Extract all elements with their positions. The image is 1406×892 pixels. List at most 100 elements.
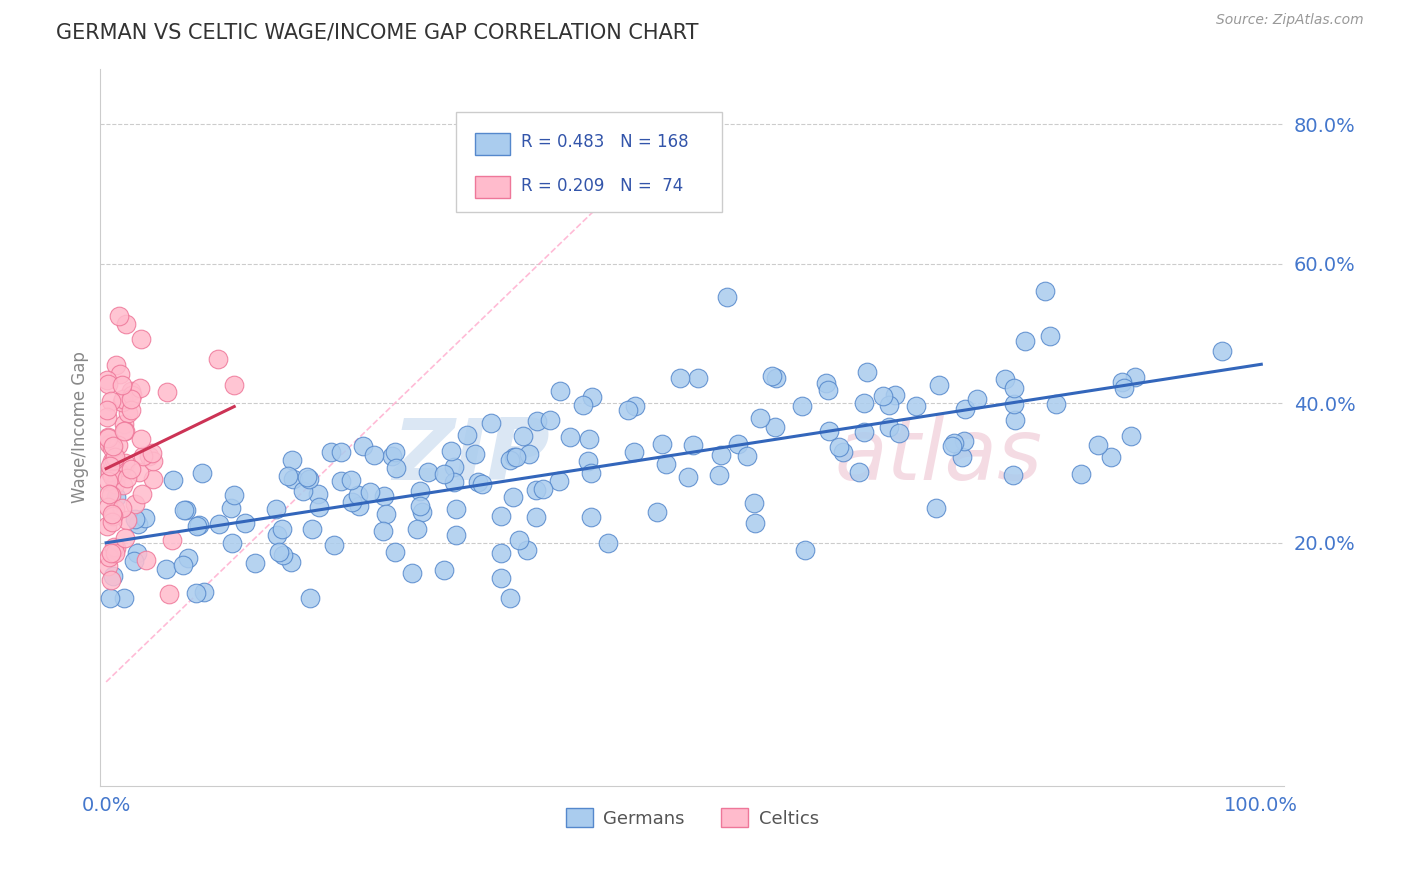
Point — [100, 454, 122, 468]
Point — [471, 476, 494, 491]
Point — [363, 448, 385, 462]
Point — [1099, 450, 1122, 464]
Point — [114, 424, 136, 438]
Point — [524, 510, 547, 524]
Point — [120, 392, 142, 406]
Point — [742, 496, 765, 510]
Point — [141, 446, 163, 460]
Point — [98, 458, 121, 473]
Point — [135, 553, 157, 567]
Point — [1045, 397, 1067, 411]
Point — [373, 524, 395, 539]
Point — [100, 546, 122, 560]
Point — [117, 471, 139, 485]
Point — [1033, 285, 1056, 299]
Point — [384, 444, 406, 458]
Point — [1087, 437, 1109, 451]
Point — [115, 513, 138, 527]
Point — [173, 502, 195, 516]
Text: GERMAN VS CELTIC WAGE/INCOME GAP CORRELATION CHART: GERMAN VS CELTIC WAGE/INCOME GAP CORRELA… — [56, 22, 699, 42]
Point — [108, 310, 131, 324]
Point — [411, 505, 433, 519]
Point — [505, 450, 527, 465]
Point — [111, 394, 134, 409]
Point — [508, 533, 530, 548]
Point — [950, 450, 973, 464]
Point — [111, 478, 134, 492]
Point — [281, 473, 304, 487]
Point — [432, 467, 454, 482]
Point — [120, 402, 142, 417]
Point — [409, 499, 432, 513]
Point — [114, 532, 136, 546]
Point — [108, 465, 131, 479]
Point — [129, 432, 152, 446]
Point — [668, 371, 690, 385]
Point — [955, 402, 977, 417]
Text: atlas: atlas — [834, 415, 1042, 498]
Point — [103, 439, 125, 453]
Point — [456, 427, 478, 442]
Point — [120, 461, 142, 475]
Point — [273, 549, 295, 563]
Point — [298, 473, 321, 487]
Point — [443, 475, 465, 489]
Point — [329, 474, 352, 488]
Point — [269, 545, 291, 559]
Point — [97, 549, 120, 564]
Point — [443, 460, 465, 475]
Point — [735, 449, 758, 463]
Point — [489, 571, 512, 585]
Point — [384, 545, 406, 559]
Point — [884, 388, 907, 402]
Point — [104, 501, 127, 516]
Point — [444, 501, 467, 516]
Point — [716, 290, 738, 304]
Point — [576, 453, 599, 467]
Point — [104, 450, 127, 465]
Point — [526, 414, 548, 428]
Point — [682, 437, 704, 451]
Point — [107, 437, 129, 451]
Point — [157, 587, 180, 601]
Point — [433, 563, 456, 577]
Point — [828, 440, 851, 454]
Point — [101, 515, 124, 529]
Point — [142, 454, 165, 468]
Point — [1070, 467, 1092, 481]
Point — [115, 317, 138, 331]
Point — [624, 399, 647, 413]
Point — [467, 475, 489, 490]
Point — [292, 483, 315, 498]
Point — [342, 495, 364, 509]
Point — [100, 488, 122, 502]
Point — [953, 434, 976, 449]
Point — [125, 545, 148, 559]
Point — [489, 546, 512, 560]
Point — [581, 390, 603, 404]
Point — [121, 388, 143, 402]
Point — [877, 399, 900, 413]
Point — [280, 453, 302, 467]
Point — [177, 551, 200, 566]
Point — [848, 465, 870, 479]
Point — [373, 489, 395, 503]
Point — [134, 511, 156, 525]
Point — [307, 487, 329, 501]
Point — [98, 465, 121, 479]
Point — [131, 449, 153, 463]
Point — [224, 378, 246, 392]
Point — [727, 437, 749, 451]
Point — [651, 437, 673, 451]
Point — [97, 558, 120, 573]
Point — [101, 509, 124, 524]
Point — [301, 522, 323, 536]
Point — [108, 368, 131, 382]
Point — [347, 499, 370, 513]
Point — [748, 411, 770, 425]
Point — [418, 465, 440, 479]
Point — [761, 368, 783, 383]
Text: R = 0.483   N = 168: R = 0.483 N = 168 — [520, 134, 689, 152]
Text: Source: ZipAtlas.com: Source: ZipAtlas.com — [1216, 13, 1364, 28]
Point — [763, 420, 786, 434]
